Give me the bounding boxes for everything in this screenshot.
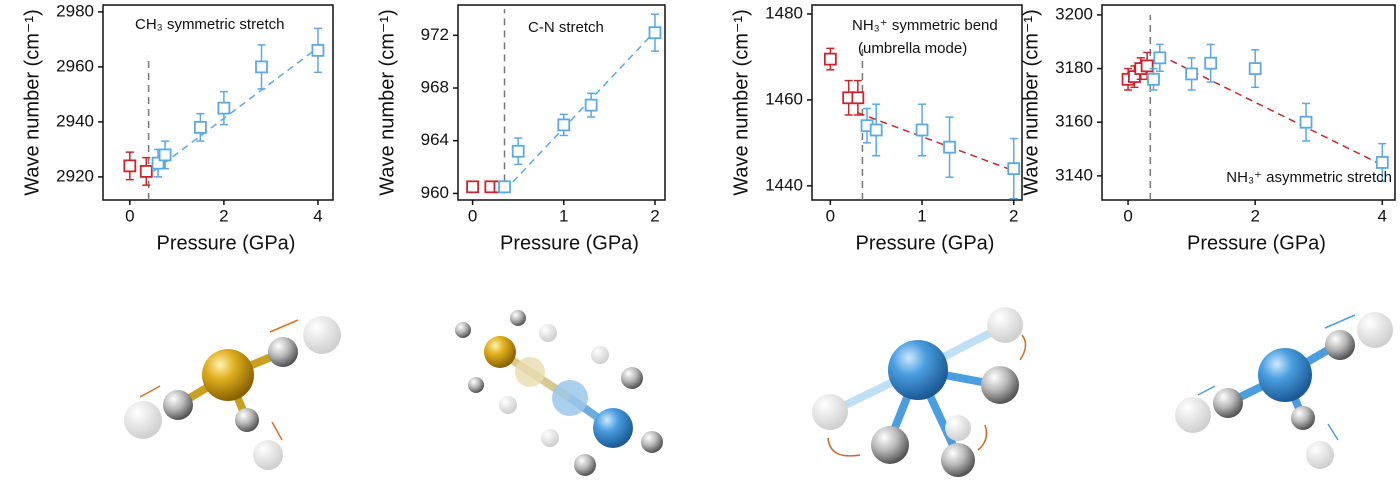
x-tick-label: 2 [650, 206, 659, 225]
x-tick-label: 0 [1123, 206, 1132, 225]
panel: 960 964 968 972 0 1 2 Pressure (GPa) Wave number… [376, 4, 666, 254]
y-tick-label: 1460 [765, 89, 803, 108]
x-tick-label: 0 [468, 206, 477, 225]
x-axis-label: Pressure (GPa) [157, 232, 296, 254]
annotation: NH₃⁺ symmetric bend [852, 17, 998, 34]
y-tick-label: 3180 [1055, 58, 1093, 77]
y-tick-label: 2960 [56, 56, 94, 75]
marker [1375, 156, 1389, 169]
marker [1204, 56, 1218, 70]
marker [1248, 62, 1262, 75]
y-tick-label: 972 [421, 25, 449, 44]
molecule-1 [124, 316, 341, 470]
x-tick-label: 0 [826, 206, 835, 225]
plot-frame [1101, 4, 1396, 201]
marker [217, 101, 231, 115]
marker [1147, 72, 1160, 86]
marker [915, 123, 929, 137]
x-tick-label: 2 [1009, 206, 1018, 225]
x-axis-label: Pressure (GPa) [856, 232, 995, 254]
marker [943, 140, 956, 154]
marker [584, 98, 598, 112]
marker [311, 43, 325, 57]
plot-frame [457, 4, 666, 201]
panel: 1440 1460 1480 0 1 2 Pressure (GPa) Wave number… [730, 4, 1023, 254]
marker [151, 156, 165, 170]
y-tick-label: 964 [421, 130, 449, 149]
y-tick-label: 3160 [1055, 112, 1093, 131]
y-tick-label: 2980 [56, 1, 94, 20]
x-tick-label: 1 [917, 206, 926, 225]
x-axis-label: Pressure (GPa) [500, 232, 639, 254]
y-tick-label: 2920 [56, 166, 94, 185]
y-tick-label: 968 [421, 77, 449, 96]
fit-line [857, 112, 1015, 172]
x-tick-label: 2 [1250, 206, 1259, 225]
annotation: CH₃ symmetric stretch [135, 16, 284, 33]
marker [851, 91, 865, 105]
y-tick-label: 960 [421, 183, 449, 202]
fit-line [503, 30, 656, 192]
y-tick-label: 1440 [765, 175, 803, 194]
y-tick-label: 3200 [1055, 4, 1093, 23]
marker [511, 144, 525, 158]
plot-frame [811, 4, 1023, 201]
molecule-3 [812, 307, 1027, 477]
marker [255, 60, 268, 74]
marker [648, 26, 662, 40]
marker [1185, 67, 1199, 81]
marker [1153, 51, 1167, 65]
y-tick-label: 3140 [1055, 165, 1093, 184]
fit-line [152, 47, 319, 172]
marker [1140, 59, 1154, 73]
marker [557, 118, 571, 132]
marker [498, 180, 511, 194]
y-axis-label: Wave number (cm⁻¹) [1020, 9, 1042, 196]
molecule-2 [455, 310, 663, 476]
annotation: (umbrella mode) [858, 40, 967, 57]
marker [139, 164, 153, 178]
x-tick-label: 1 [559, 206, 568, 225]
y-tick-label: 2940 [56, 111, 94, 130]
marker [158, 148, 172, 162]
marker [823, 52, 837, 66]
marker [466, 180, 479, 194]
panel: 3140 3160 3180 3200 0 2 4 Pressure (GPa) Wave nu… [1020, 4, 1396, 254]
x-axis-label: Pressure (GPa) [1187, 232, 1326, 254]
panel: 2920 2940 2960 2980 0 2 4 Pressure (GPa) Wave nu… [21, 1, 334, 254]
y-axis-label: Wave number (cm⁻¹) [376, 9, 398, 196]
marker [1299, 115, 1313, 129]
molecule-4 [1175, 312, 1393, 469]
y-tick-label: 1480 [765, 4, 803, 23]
x-tick-label: 4 [1378, 206, 1387, 225]
y-axis-label: Wave number (cm⁻¹) [730, 9, 752, 196]
x-tick-label: 2 [219, 206, 228, 225]
marker [1007, 162, 1021, 176]
x-tick-label: 0 [125, 206, 134, 225]
annotation: C-N stretch [528, 19, 604, 36]
y-axis-label: Wave number (cm⁻¹) [21, 9, 43, 196]
plot-frame [102, 4, 334, 201]
x-tick-label: 4 [313, 206, 322, 225]
marker [123, 159, 137, 173]
annotation: NH₃⁺ asymmetric stretch [1226, 169, 1392, 186]
marker [193, 120, 207, 134]
marker [869, 123, 883, 137]
